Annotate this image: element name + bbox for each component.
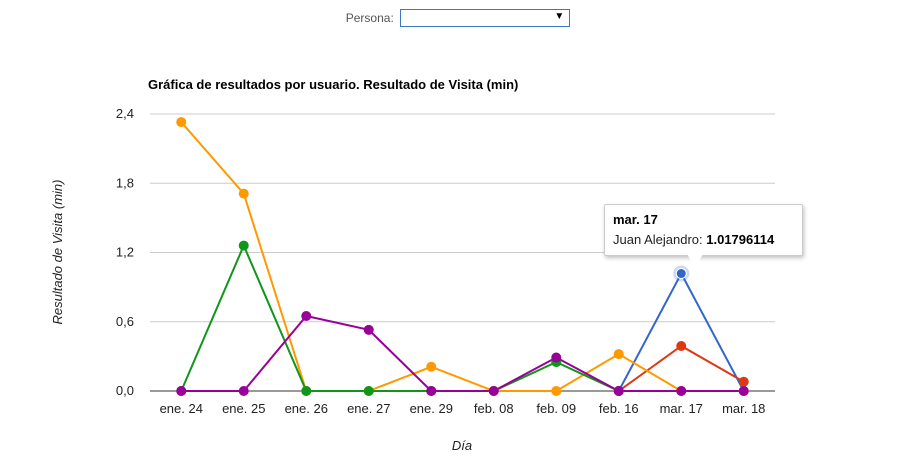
y-tick-label: 1,2 xyxy=(116,245,134,260)
tooltip-title: mar. 17 xyxy=(613,212,658,227)
person-filter: Persona: ▼ xyxy=(0,9,916,27)
tooltip-value: 1.01796114 xyxy=(706,232,775,247)
y-tick-label: 0,0 xyxy=(116,383,134,398)
series-line-2 xyxy=(180,121,744,392)
series-points xyxy=(176,117,749,396)
data-point xyxy=(551,352,562,363)
data-point xyxy=(238,240,249,251)
x-tick-label: feb. 09 xyxy=(536,401,576,416)
data-point xyxy=(675,268,687,280)
data-point xyxy=(676,340,687,351)
dropdown-arrow-icon: ▼ xyxy=(554,11,565,22)
data-point xyxy=(238,386,249,396)
y-axis-label: Resultado de Visita (min) xyxy=(50,180,65,325)
data-tooltip: mar. 17 Juan Alejandro: 1.01796114 xyxy=(604,204,803,268)
tooltip-pointer xyxy=(687,254,703,268)
person-filter-label: Persona: xyxy=(345,11,394,25)
tooltip-line: Juan Alejandro: 1.01796114 xyxy=(613,232,774,247)
data-point xyxy=(238,188,249,199)
data-point xyxy=(176,386,187,396)
x-tick-label: feb. 16 xyxy=(599,401,639,416)
data-point xyxy=(613,386,624,396)
data-point xyxy=(676,386,687,396)
x-tick-label: ene. 26 xyxy=(285,401,328,416)
series-line-0 xyxy=(617,271,745,392)
data-point xyxy=(363,324,374,335)
series-line-3 xyxy=(180,243,620,392)
data-point xyxy=(488,386,499,396)
x-tick-label: ene. 27 xyxy=(347,401,390,416)
y-tick-label: 0,6 xyxy=(116,314,134,329)
data-point xyxy=(301,386,312,396)
data-point xyxy=(738,386,749,396)
x-tick-label: ene. 24 xyxy=(160,401,203,416)
data-point xyxy=(176,117,187,128)
series-lines xyxy=(180,121,745,392)
data-point xyxy=(613,349,624,360)
x-axis-label: Día xyxy=(452,438,472,453)
x-tick-label: mar. 17 xyxy=(660,401,703,416)
x-tick-label: feb. 08 xyxy=(474,401,514,416)
person-select[interactable]: ▼ xyxy=(400,9,571,27)
data-point xyxy=(738,376,749,387)
y-tick-label: 1,8 xyxy=(116,175,134,190)
x-tick-label: mar. 18 xyxy=(722,401,765,416)
y-tick-labels: 0,0 0,6 1,2 1,8 2,4 xyxy=(116,106,134,398)
series-line-1 xyxy=(618,344,745,392)
tooltip-series-label: Juan Alejandro: xyxy=(613,232,703,247)
data-point xyxy=(363,386,374,396)
x-tick-label: ene. 29 xyxy=(410,401,453,416)
y-tick-label: 2,4 xyxy=(116,106,134,121)
series-line-4 xyxy=(181,314,744,392)
data-point xyxy=(301,310,312,321)
chart-title: Gráfica de resultados por usuario. Resul… xyxy=(148,77,518,92)
x-tick-labels: ene. 24 ene. 25 ene. 26 ene. 27 ene. 29 feb. … xyxy=(160,401,766,416)
gridlines xyxy=(150,113,775,392)
data-point xyxy=(426,361,437,372)
data-point xyxy=(551,386,562,396)
x-tick-label: ene. 25 xyxy=(222,401,265,416)
data-point xyxy=(426,386,437,396)
